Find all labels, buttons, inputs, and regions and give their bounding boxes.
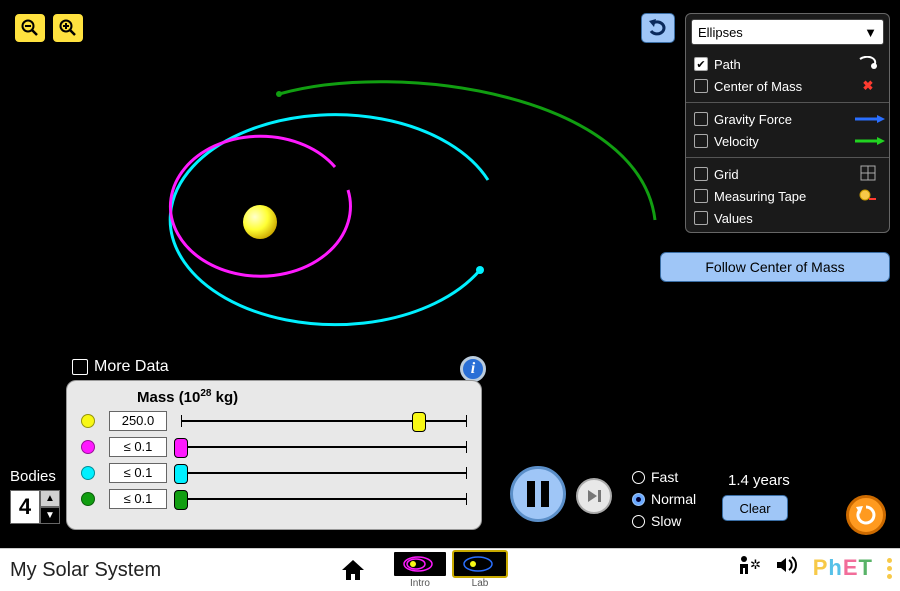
sound-button[interactable] [775,555,799,581]
radio-icon [632,515,645,528]
mass-row: 250.0 [67,408,481,434]
velocity-label: Velocity [714,134,849,149]
tab-label: Lab [452,578,508,589]
gravity-label: Gravity Force [714,112,849,127]
speed-label: Normal [651,491,696,507]
more-data-checkbox[interactable] [72,359,88,375]
grid-checkbox[interactable] [694,167,708,181]
tape-label: Measuring Tape [714,189,849,204]
sim-title: My Solar System [10,559,161,582]
tab-thumbnail [392,550,448,578]
menu-button[interactable] [887,558,892,579]
grid-icon [855,165,881,184]
tape-icon [855,188,881,205]
bodies-up-button[interactable]: ▲ [40,490,60,507]
radio-icon [632,493,645,506]
home-button[interactable] [340,558,366,589]
svg-text:✲: ✲ [750,557,761,572]
footer-bar: My Solar System Intro Lab ✲ PhET [0,548,900,591]
mass-row: ≤ 0.1 [67,486,481,512]
tab-label: Intro [392,578,448,589]
body-color-dot [81,466,95,480]
body-2-dot [476,266,484,274]
reset-icon [854,503,878,527]
bodies-spinner: 4 ▲ ▼ [10,490,60,524]
values-checkbox[interactable] [694,211,708,225]
zoom-in-button[interactable] [52,13,84,43]
speed-option[interactable]: Slow [632,510,696,532]
mass-value-input[interactable]: 250.0 [109,411,167,431]
mass-slider[interactable] [181,437,467,457]
slider-thumb[interactable] [174,464,188,484]
mass-slider[interactable] [181,463,467,483]
play-pause-button[interactable] [510,466,566,522]
com-checkbox[interactable] [694,79,708,93]
pause-icon [527,481,549,507]
mass-row: ≤ 0.1 [67,434,481,460]
follow-com-label: Follow Center of Mass [705,259,844,275]
tab-thumbnail [452,550,508,578]
path-checkbox[interactable]: ✔ [694,57,708,71]
body-3-dot [276,91,282,97]
simulation-stage: Ellipses ▼ ✔ Path Center of Mass ✖ Gravi… [0,0,900,548]
screen-tab[interactable]: Lab [452,550,508,589]
velocity-checkbox[interactable] [694,134,708,148]
speed-option[interactable]: Fast [632,466,696,488]
info-button[interactable]: i [460,356,486,382]
bodies-label: Bodies [10,468,56,485]
slider-thumb[interactable] [174,490,188,510]
reset-all-button[interactable] [846,495,886,535]
velocity-arrow-icon [855,134,881,149]
com-icon: ✖ [855,78,881,94]
path-label: Path [714,57,849,72]
gravity-checkbox[interactable] [694,112,708,126]
preset-dropdown[interactable]: Ellipses ▼ [691,19,884,45]
mass-row: ≤ 0.1 [67,460,481,486]
preset-value: Ellipses [698,25,743,40]
chevron-down-icon: ▼ [864,25,877,40]
more-data-label: More Data [94,358,169,376]
com-label: Center of Mass [714,79,849,94]
screen-tab[interactable]: Intro [392,550,448,589]
sun-body[interactable] [243,205,277,239]
slider-thumb[interactable] [412,412,426,432]
speed-option[interactable]: Normal [632,488,696,510]
follow-com-button[interactable]: Follow Center of Mass [660,252,890,282]
body-color-dot [81,440,95,454]
mass-value-input[interactable]: ≤ 0.1 [109,437,167,457]
mass-slider[interactable] [181,411,467,431]
bodies-down-button[interactable]: ▼ [40,507,60,524]
bodies-value: 4 [10,490,40,524]
undo-button[interactable] [641,13,675,43]
mass-title: Mass (1028 kg) [67,381,481,408]
speed-label: Slow [651,513,681,529]
body-color-dot [81,414,95,428]
info-icon: i [471,360,475,378]
gravity-arrow-icon [855,112,881,127]
mass-panel: Mass (1028 kg) 250.0 ≤ 0.1 ≤ 0.1 ≤ 0.1 [66,380,482,530]
step-icon [585,487,603,505]
clear-button[interactable]: Clear [722,495,788,521]
slider-thumb[interactable] [174,438,188,458]
values-label: Values [714,211,849,226]
elapsed-time: 1.4 years [728,472,790,489]
speed-options: Fast Normal Slow [632,466,696,532]
body-color-dot [81,492,95,506]
grid-label: Grid [714,167,849,182]
phet-logo[interactable]: PhET [813,555,873,581]
options-panel: Ellipses ▼ ✔ Path Center of Mass ✖ Gravi… [685,13,890,233]
path-icon [855,56,881,73]
mass-slider[interactable] [181,489,467,509]
mass-value-input[interactable]: ≤ 0.1 [109,489,167,509]
zoom-out-button[interactable] [14,13,46,43]
tape-checkbox[interactable] [694,189,708,203]
orbit-path-3 [279,82,655,220]
clear-label: Clear [739,501,770,516]
mass-value-input[interactable]: ≤ 0.1 [109,463,167,483]
radio-icon [632,471,645,484]
speed-label: Fast [651,469,678,485]
step-forward-button[interactable] [576,478,612,514]
a11y-button[interactable]: ✲ [737,555,761,581]
